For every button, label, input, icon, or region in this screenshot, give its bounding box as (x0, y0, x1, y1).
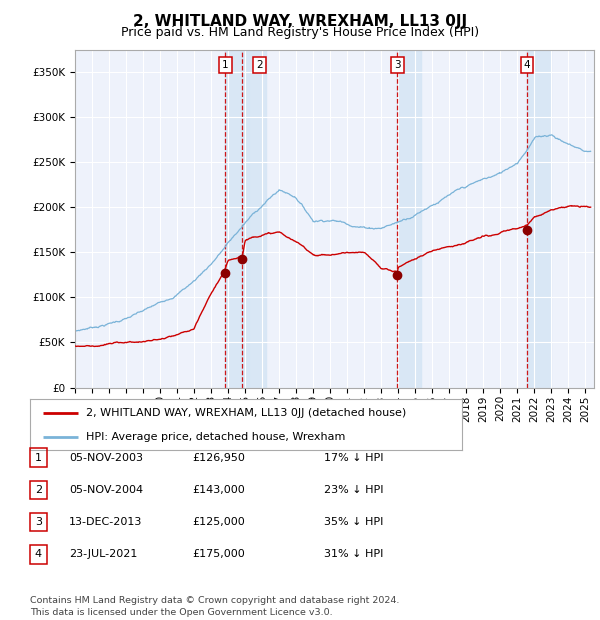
Text: 2: 2 (256, 60, 263, 70)
Text: £143,000: £143,000 (192, 485, 245, 495)
Text: 17% ↓ HPI: 17% ↓ HPI (324, 453, 383, 463)
Text: 05-NOV-2004: 05-NOV-2004 (69, 485, 143, 495)
Text: Contains HM Land Registry data © Crown copyright and database right 2024.
This d: Contains HM Land Registry data © Crown c… (30, 596, 400, 617)
Text: 05-NOV-2003: 05-NOV-2003 (69, 453, 143, 463)
Text: 31% ↓ HPI: 31% ↓ HPI (324, 549, 383, 559)
Text: 1: 1 (35, 453, 42, 463)
Text: £126,950: £126,950 (192, 453, 245, 463)
Text: £125,000: £125,000 (192, 517, 245, 527)
Text: 3: 3 (394, 60, 401, 70)
Text: 4: 4 (35, 549, 42, 559)
Text: Price paid vs. HM Land Registry's House Price Index (HPI): Price paid vs. HM Land Registry's House … (121, 26, 479, 39)
Text: 2, WHITLAND WAY, WREXHAM, LL13 0JJ (detached house): 2, WHITLAND WAY, WREXHAM, LL13 0JJ (deta… (86, 408, 406, 418)
Text: 23% ↓ HPI: 23% ↓ HPI (324, 485, 383, 495)
Text: HPI: Average price, detached house, Wrexham: HPI: Average price, detached house, Wrex… (86, 432, 346, 442)
Bar (242, 50, 266, 388)
Text: 2, WHITLAND WAY, WREXHAM, LL13 0JJ: 2, WHITLAND WAY, WREXHAM, LL13 0JJ (133, 14, 467, 29)
Text: 4: 4 (524, 60, 530, 70)
Bar (226, 50, 249, 388)
Text: 2: 2 (35, 485, 42, 495)
Text: 13-DEC-2013: 13-DEC-2013 (69, 517, 142, 527)
Text: 1: 1 (222, 60, 229, 70)
Text: 35% ↓ HPI: 35% ↓ HPI (324, 517, 383, 527)
Bar (527, 50, 551, 388)
Text: 3: 3 (35, 517, 42, 527)
Text: 23-JUL-2021: 23-JUL-2021 (69, 549, 137, 559)
Text: £175,000: £175,000 (192, 549, 245, 559)
Bar (397, 50, 421, 388)
